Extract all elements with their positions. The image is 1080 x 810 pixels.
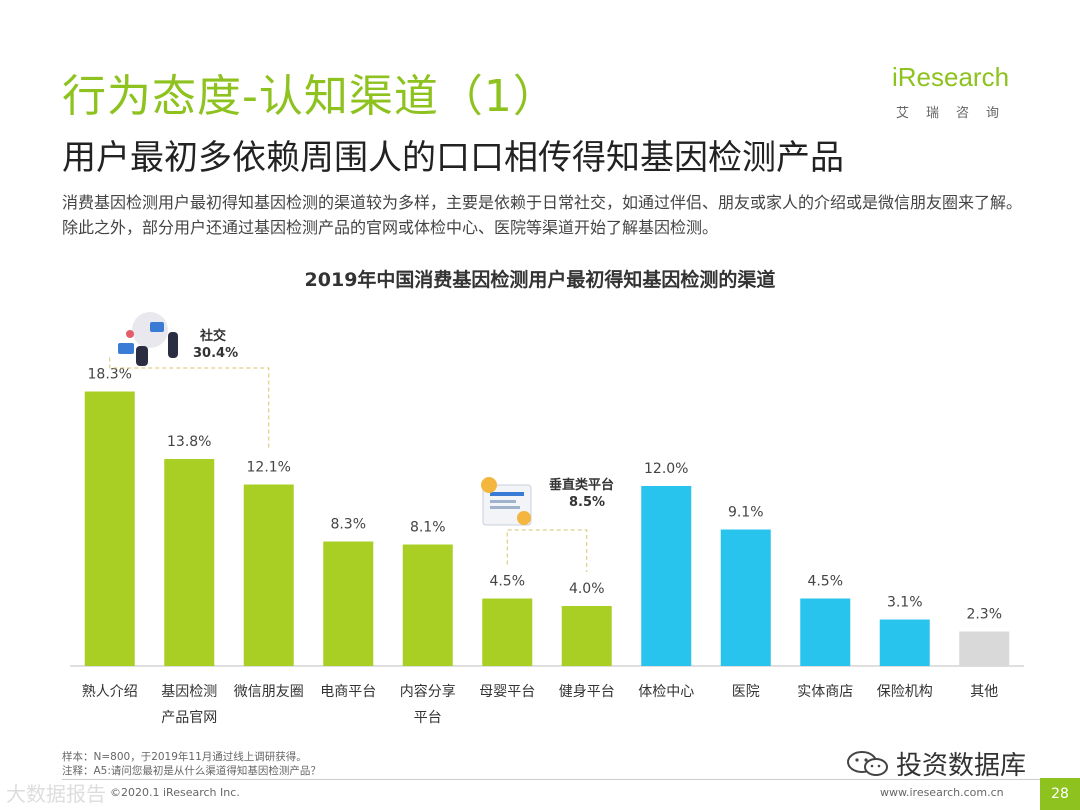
page-title: 行为态度-认知渠道（1） xyxy=(62,71,558,122)
logo-subtitle: 艾瑞咨询 xyxy=(896,106,1017,121)
bar-value-label: 12.1% xyxy=(247,460,291,476)
social-bracket xyxy=(109,357,270,451)
category-label: 基因检测 xyxy=(161,683,217,700)
bar-9 xyxy=(800,598,851,666)
bar-1 xyxy=(164,459,215,666)
bar-4 xyxy=(402,544,453,666)
person-icon xyxy=(168,332,178,358)
bar-value-label: 4.0% xyxy=(569,581,605,597)
chart-title: 2019年中国消费基因检测用户最初得知基因检测的渠道 xyxy=(304,269,776,291)
social-group-label: 社交 xyxy=(199,328,226,344)
bar-value-label: 4.5% xyxy=(807,574,843,590)
category-label: 熟人介绍 xyxy=(82,684,138,700)
platform-icon-line xyxy=(490,492,524,496)
iresearch-logo: iResearch 艾瑞咨询 xyxy=(892,62,1042,122)
category-label: 产品官网 xyxy=(161,710,217,726)
badge-icon xyxy=(481,477,497,493)
person-icon xyxy=(136,346,148,366)
wechat-icon xyxy=(847,751,888,776)
bar-8 xyxy=(720,529,771,666)
bar-value-label: 8.1% xyxy=(410,520,446,536)
chat-bubble-icon xyxy=(118,343,134,354)
category-label: 平台 xyxy=(414,710,442,726)
chat-bubble-icon xyxy=(150,322,164,332)
vertical-group-label: 垂直类平台 xyxy=(549,477,614,493)
sample-note: 样本：N=800，于2019年11月通过线上调研获得。 xyxy=(62,751,307,763)
category-label: 体检中心 xyxy=(638,684,694,700)
category-label: 电商平台 xyxy=(320,684,376,700)
bar-6 xyxy=(561,606,612,666)
category-label: 内容分享 xyxy=(400,683,456,700)
bar-7 xyxy=(641,486,692,666)
category-label: 保险机构 xyxy=(877,684,933,700)
footer-divider xyxy=(62,779,1040,780)
bar-3 xyxy=(323,541,374,666)
bar-value-label: 13.8% xyxy=(167,434,211,450)
category-label: 微信朋友圈 xyxy=(234,684,304,700)
bar-11 xyxy=(959,631,1010,666)
vertical-group-value: 8.5% xyxy=(569,495,605,510)
vertical-bracket xyxy=(506,529,588,572)
bar-value-label: 3.1% xyxy=(887,595,923,611)
bar-value-label: 2.3% xyxy=(966,607,1002,623)
category-label: 医院 xyxy=(732,684,760,700)
platform-icon-line xyxy=(490,500,516,503)
bar-0 xyxy=(84,391,135,666)
bar-value-label: 4.5% xyxy=(489,574,525,590)
bar-value-label: 12.0% xyxy=(644,461,688,477)
category-label: 健身平台 xyxy=(559,684,615,700)
category-label: 母婴平台 xyxy=(479,684,535,700)
category-label: 实体商店 xyxy=(797,684,853,700)
copyright-text: ©2020.1 iResearch Inc. xyxy=(110,786,240,799)
question-note: 注释：A5:请问您最初是从什么渠道得知基因检测产品？ xyxy=(62,765,321,777)
gear-icon xyxy=(517,511,531,525)
watermark-left: 大数据报告 xyxy=(6,782,106,806)
platform-icon-line xyxy=(490,506,520,509)
watermark-text: 投资数据库 xyxy=(896,751,1027,781)
page-description: 消费基因检测用户最初得知基因检测的渠道较为多样，主要是依赖于日常社交，如通过伴侣… xyxy=(62,193,1023,237)
logo-word: iResearch xyxy=(892,62,1010,92)
heart-icon xyxy=(126,330,134,338)
bar-2 xyxy=(243,484,294,666)
category-label: 其他 xyxy=(970,684,998,700)
bar-5 xyxy=(482,598,533,666)
bar-value-label: 18.3% xyxy=(88,367,132,383)
bar-10 xyxy=(879,619,930,666)
bar-value-label: 9.1% xyxy=(728,505,764,521)
chart-notes: 样本：N=800，于2019年11月通过线上调研获得。 注释：A5:请问您最初是… xyxy=(62,750,321,778)
website-text: www.iresearch.com.cn xyxy=(880,786,1004,799)
social-group-value: 30.4% xyxy=(193,346,238,361)
page-subtitle: 用户最初多依赖周围人的口口相传得知基因检测产品 xyxy=(62,138,844,178)
page-number: 28 xyxy=(1040,778,1080,810)
bar-value-label: 8.3% xyxy=(330,517,366,533)
